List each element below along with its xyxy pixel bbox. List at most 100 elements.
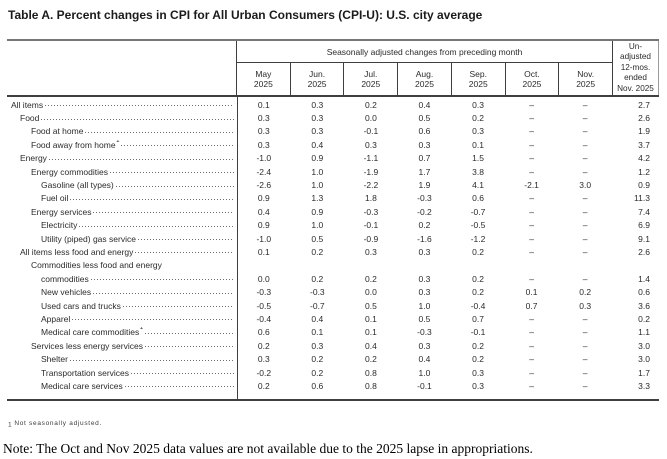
data-cell: -1.9 — [363, 166, 379, 177]
data-cell: 0.4 — [311, 313, 324, 324]
dot-leader — [115, 185, 234, 187]
data-cell: – — [529, 327, 534, 338]
data-cell: – — [582, 193, 588, 204]
data-cell: 0.8 — [364, 367, 377, 378]
table-row: Energy commodities -2.4 1.0 -1.9 1.7 3.8 – – 1.2 — [7, 165, 659, 178]
data-cell: -0.3 — [417, 327, 432, 338]
month-header-cell: Jun. 2025 — [291, 63, 345, 95]
data-cell: -2.2 — [363, 180, 379, 191]
data-cell: – — [582, 153, 588, 164]
data-cell: -0.2 — [256, 367, 272, 378]
data-cell: -0.4 — [256, 313, 272, 324]
footnote-ref: 1 — [139, 327, 144, 331]
data-cell: 0.7 — [418, 153, 431, 164]
row-label: Gasoline (all types) — [41, 180, 114, 191]
data-cell: 0.1 — [257, 246, 270, 257]
table-row: New vehicles -0.3 -0.3 0.0 0.3 0.2 0.1 0.2 0.6 — [7, 285, 659, 298]
year-change-cell: 1.4 — [638, 273, 650, 284]
data-cell: 0.3 — [311, 99, 324, 110]
data-cell: 0.9 — [311, 153, 324, 164]
dot-leader — [122, 306, 234, 308]
dot-leader — [135, 252, 234, 254]
row-label: Used cars and trucks — [41, 300, 121, 311]
year-change-cell: 1.7 — [638, 367, 650, 378]
data-cell: 0.2 — [418, 220, 431, 231]
data-cell: -0.1 — [417, 380, 432, 391]
data-cell: 0.1 — [364, 327, 377, 338]
data-cell: 0.0 — [364, 287, 377, 298]
dot-leader — [69, 359, 234, 361]
data-cell: – — [529, 233, 534, 244]
data-cell: – — [529, 139, 534, 150]
dot-leader — [121, 145, 234, 147]
year-change-cell: 1.2 — [638, 166, 650, 177]
data-cell: 1.0 — [311, 220, 324, 231]
year-change-cell: 9.1 — [638, 233, 650, 244]
data-cell: 0.3 — [418, 139, 431, 150]
data-cell: – — [529, 246, 534, 257]
dot-leader — [124, 386, 234, 388]
data-cell: -0.7 — [310, 300, 325, 311]
row-label: Medical care commodities1 — [7, 327, 143, 337]
table-row: Food at home 0.3 0.3 -0.1 0.6 0.3 – – 1.9 — [7, 125, 659, 138]
table-row: Energy services 0.4 0.9 -0.3 -0.2 -0.7 – – 7.4 — [7, 205, 659, 218]
data-cell: 0.9 — [311, 206, 324, 217]
data-cell: 0.2 — [364, 99, 377, 110]
year-change-cell: 3.7 — [638, 139, 650, 150]
year-change-cell: 11.3 — [634, 193, 650, 204]
data-cell: – — [582, 99, 588, 110]
data-cell: 0.1 — [311, 327, 324, 338]
dot-leader — [145, 332, 234, 334]
year-change-cell: 4.2 — [638, 153, 650, 164]
data-cell: 0.3 — [472, 367, 484, 378]
data-cell: – — [529, 380, 534, 391]
footnote-text: Not seasonally adjusted. — [14, 420, 102, 427]
data-cell: 0.1 — [364, 313, 377, 324]
data-cell: 1.0 — [418, 300, 431, 311]
data-cell: – — [529, 273, 534, 284]
data-cell: -0.2 — [417, 206, 432, 217]
data-cell: 0.1 — [257, 99, 270, 110]
data-cell: -0.3 — [256, 287, 272, 298]
data-cell: 0.3 — [472, 126, 484, 137]
month-header-cell: Nov. 2025 — [576, 68, 596, 90]
data-cell: 0.5 — [311, 233, 324, 244]
unadjusted-header: Un-adjusted 12-mos. ended Nov. 2025 — [612, 41, 659, 95]
data-cell: -0.1 — [470, 327, 486, 338]
data-cell: 0.2 — [579, 287, 592, 298]
data-cell: 0.2 — [472, 113, 484, 124]
row-label: Energy commodities — [31, 166, 109, 177]
year-change-cell: 1.1 — [638, 327, 650, 338]
dot-leader — [90, 279, 234, 281]
row-label: Apparel — [41, 313, 71, 324]
data-cell: – — [582, 273, 588, 284]
row-label: Medical care services — [41, 380, 123, 391]
data-cell: 0.2 — [311, 367, 324, 378]
data-cell: – — [529, 367, 534, 378]
year-change-cell: 7.4 — [638, 206, 650, 217]
table-row: Food away from home1 0.3 0.4 0.3 0.3 0.1 – – 3.7 — [7, 138, 659, 151]
year-change-cell: 3.0 — [638, 354, 650, 365]
data-cell: 0.2 — [472, 340, 484, 351]
data-cell: – — [529, 113, 534, 124]
month-header-cell: Oct. 2025 — [506, 63, 560, 95]
data-cell: – — [582, 367, 588, 378]
dot-leader — [85, 131, 234, 133]
data-cell: -0.1 — [363, 220, 379, 231]
data-cell: 0.3 — [472, 380, 484, 391]
data-cell: 0.2 — [472, 246, 484, 257]
data-cell: 0.2 — [257, 340, 270, 351]
data-cell: 0.4 — [257, 206, 270, 217]
year-change-cell: 3.3 — [638, 380, 650, 391]
data-cell: 0.1 — [525, 287, 538, 298]
row-label: Services less energy services — [31, 340, 143, 351]
data-cell: 0.3 — [257, 113, 270, 124]
data-cell: 0.7 — [472, 313, 484, 324]
data-cell: -2.4 — [256, 166, 272, 177]
month-header-cell: Aug. 2025 — [398, 63, 452, 95]
row-label: Energy — [20, 153, 47, 164]
data-cell: 0.6 — [311, 380, 324, 391]
dot-leader — [131, 373, 234, 374]
data-cell: – — [582, 233, 588, 244]
